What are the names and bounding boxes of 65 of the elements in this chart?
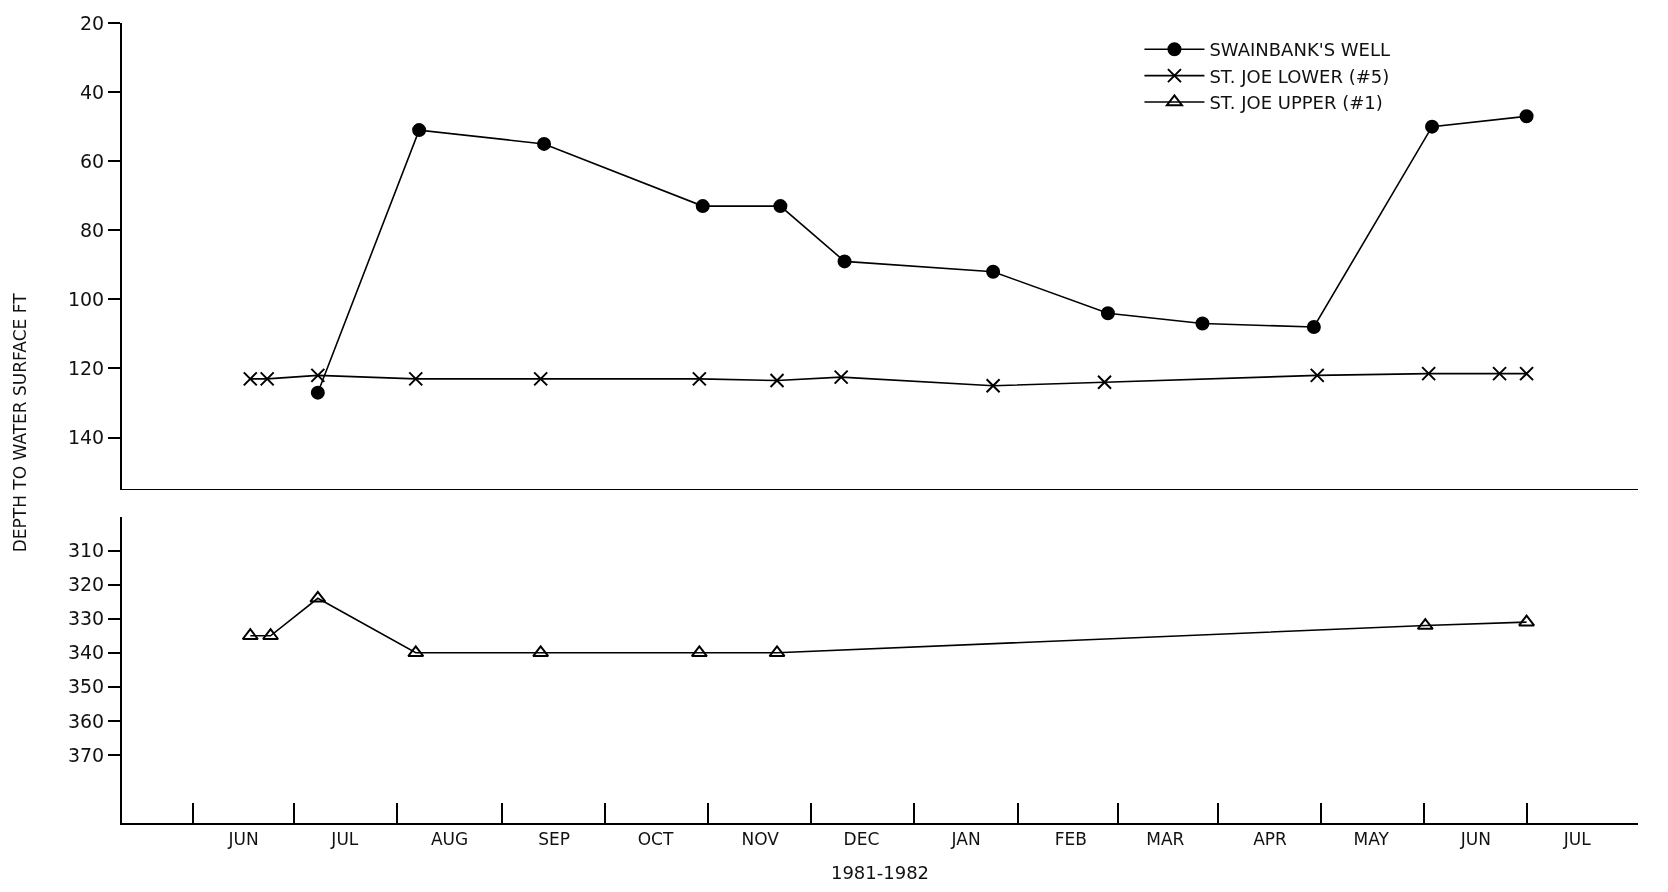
y-tick-label: 320 (67, 573, 105, 596)
point (532, 645, 550, 658)
x-tick-label: MAY (1353, 829, 1390, 850)
x-tick-label: JUL (1562, 829, 1592, 850)
y-tick-label: 120 (67, 357, 105, 380)
legend-label: ST. JOE UPPER (#1) (1209, 92, 1383, 114)
x-tick-label: JAN (950, 829, 981, 850)
point (1518, 614, 1536, 627)
point (986, 264, 1001, 279)
y-tick-label: 80 (80, 218, 105, 241)
legend-label: SWAINBANK'S WELL (1209, 39, 1391, 61)
legend-label: ST. JOE LOWER (#5) (1209, 65, 1390, 87)
point (985, 378, 1001, 394)
point (768, 645, 786, 658)
y-axis-title: DEPTH TO WATER SURFACE FT (10, 292, 31, 553)
x-tick-label: SEP (538, 829, 571, 850)
y-tick-label: 40 (80, 80, 105, 103)
point (691, 371, 707, 387)
x-tick-label: JUN (1459, 829, 1492, 850)
y-tick-label: 310 (67, 539, 105, 562)
x-axis-title: 1981-1982 (830, 862, 930, 883)
y-tick-label: 20 (80, 11, 105, 34)
y-tick-label: 140 (67, 426, 105, 449)
y-tick-label: 340 (67, 641, 105, 664)
point (1492, 366, 1508, 382)
point (695, 199, 710, 214)
point (309, 590, 327, 603)
point (537, 136, 552, 151)
x-tick-label: JUL (330, 829, 359, 850)
point (1519, 366, 1535, 382)
point (1519, 109, 1534, 124)
point (769, 373, 785, 389)
point (690, 645, 708, 658)
point (837, 254, 852, 269)
y-tick-label: 350 (67, 675, 105, 698)
point (412, 123, 427, 138)
y-tick-label: 370 (67, 743, 105, 766)
point (1100, 306, 1115, 321)
x-tick-label: APR (1253, 829, 1287, 850)
point (533, 371, 549, 387)
point (1309, 367, 1325, 383)
x-tick-label: NOV (741, 829, 780, 850)
x-tick-label: DEC (843, 829, 880, 850)
y-tick-label: 100 (67, 288, 105, 311)
x-tick-label: MAR (1146, 829, 1185, 850)
point (262, 628, 280, 641)
point (833, 369, 849, 385)
point (1097, 374, 1113, 390)
point (407, 645, 425, 658)
x-tick-label: OCT (637, 829, 674, 850)
point (241, 628, 259, 641)
x-tick-label: JUN (227, 829, 259, 850)
y-tick-label: 360 (67, 709, 105, 732)
point (310, 367, 326, 383)
point (408, 371, 424, 387)
point (1421, 366, 1437, 382)
point (1425, 119, 1440, 134)
point (1306, 320, 1321, 335)
y-tick-label: 60 (80, 149, 105, 172)
x-tick-label: AUG (430, 829, 469, 850)
y-tick-label: 330 (67, 607, 105, 630)
x-tick-label: FEB (1054, 829, 1087, 850)
point (1195, 316, 1210, 331)
point (773, 199, 788, 214)
point (310, 385, 325, 400)
